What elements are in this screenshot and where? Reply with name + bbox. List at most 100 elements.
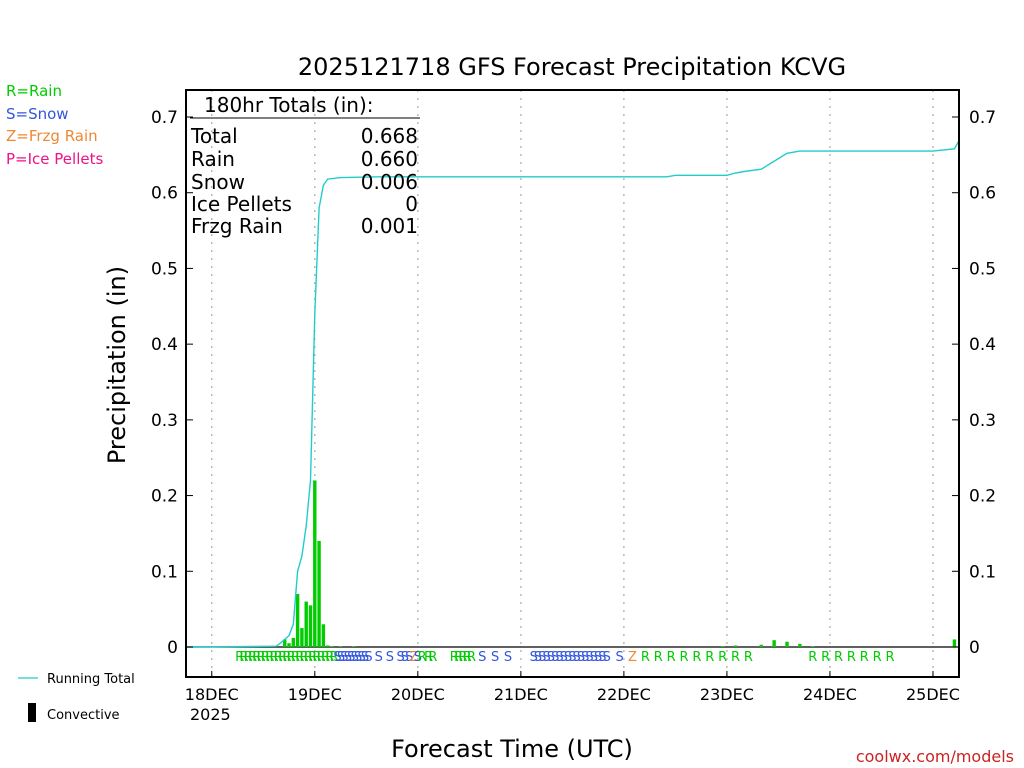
totals-label-snow: Snow bbox=[191, 170, 245, 194]
type-marker-z: Z bbox=[628, 650, 637, 665]
precip-bar bbox=[330, 646, 334, 647]
type-marker-r: R bbox=[304, 650, 313, 665]
type-marker-s: S bbox=[590, 650, 598, 665]
type-marker-r: R bbox=[321, 650, 330, 665]
x-tick-label-24dec: 24DEC bbox=[803, 685, 857, 704]
precip-type-legend: R=Rain S=Snow Z=Frzg Rain P=Ice Pellets bbox=[6, 82, 103, 168]
totals-header: 180hr Totals (in): bbox=[204, 93, 374, 117]
type-marker-s: S bbox=[504, 650, 512, 665]
precip-bar bbox=[338, 646, 343, 647]
type-marker-r: R bbox=[282, 650, 291, 665]
type-marker-s: S bbox=[337, 650, 345, 665]
type-marker-s: S bbox=[386, 650, 394, 665]
type-marker-r: R bbox=[269, 650, 278, 665]
type-marker-z: Z bbox=[409, 650, 418, 665]
year-label: 2025 bbox=[190, 705, 231, 724]
type-marker-r: R bbox=[847, 650, 856, 665]
type-marker-s: S bbox=[530, 650, 538, 665]
type-marker-r: R bbox=[424, 650, 433, 665]
type-marker-r: R bbox=[860, 650, 869, 665]
precip-bar bbox=[308, 605, 313, 647]
precip-bar bbox=[733, 645, 738, 647]
type-marker-r: R bbox=[274, 650, 283, 665]
legend-running-total: Running Total bbox=[47, 672, 135, 687]
type-marker-s: S bbox=[414, 650, 422, 665]
y-tick-label-left-0.5: 0.5 bbox=[151, 259, 178, 279]
type-marker-r: R bbox=[467, 650, 476, 665]
type-marker-s: S bbox=[354, 650, 362, 665]
type-marker-s: S bbox=[573, 650, 581, 665]
totals-label-total: Total bbox=[190, 124, 238, 148]
type-marker-s: S bbox=[478, 650, 486, 665]
type-marker-r: R bbox=[458, 650, 467, 665]
type-marker-r: R bbox=[454, 650, 463, 665]
type-marker-s: S bbox=[397, 650, 405, 665]
x-tick-label-20dec: 20DEC bbox=[391, 685, 445, 704]
y-tick-label-right-0.1: 0.1 bbox=[969, 562, 996, 582]
precip-bar bbox=[351, 646, 356, 647]
precip-bar bbox=[759, 644, 763, 647]
type-marker-s: S bbox=[534, 650, 542, 665]
type-marker-s: S bbox=[560, 650, 568, 665]
type-marker-s: S bbox=[357, 650, 365, 665]
y-tick-label-left-0.1: 0.1 bbox=[151, 562, 178, 582]
y-tick-label-right-0.2: 0.2 bbox=[969, 487, 996, 507]
precip-bar bbox=[798, 643, 802, 647]
type-marker-s: S bbox=[333, 650, 341, 665]
type-marker-s: S bbox=[542, 650, 550, 665]
precip-bar bbox=[304, 601, 308, 647]
type-marker-r: R bbox=[808, 650, 817, 665]
type-marker-r: R bbox=[679, 650, 688, 665]
axis-ticks: 18DEC 19DEC 20DEC 21DEC 22DEC 23DEC 24DEC 25DEC… bbox=[151, 108, 996, 704]
x-tick-label-21dec: 21DEC bbox=[494, 685, 548, 704]
type-marker-r: R bbox=[278, 650, 287, 665]
x-tick-label-18dec: 18DEC bbox=[185, 685, 239, 704]
type-marker-s: S bbox=[585, 650, 593, 665]
y-tick-label-right-0.6: 0.6 bbox=[969, 184, 996, 204]
type-marker-s: S bbox=[581, 650, 589, 665]
precip-bar bbox=[291, 637, 296, 647]
totals-value-frzg-rain: 0.001 bbox=[361, 214, 418, 238]
precip-bar bbox=[287, 643, 291, 647]
type-marker-r: R bbox=[248, 650, 257, 665]
running-total-path bbox=[185, 140, 960, 648]
y-tick-label-left-0.3: 0.3 bbox=[151, 411, 178, 431]
y-tick-label-right-0.4: 0.4 bbox=[969, 335, 996, 355]
y-tick-label-left-0: 0 bbox=[167, 638, 178, 658]
totals-label-frzg-rain: Frzg Rain bbox=[191, 214, 283, 238]
type-marker-r: R bbox=[239, 650, 248, 665]
chart-title: 2025121718 GFS Forecast Precipitation KC… bbox=[298, 53, 846, 81]
precip-bars bbox=[283, 480, 957, 647]
type-marker-r: R bbox=[463, 650, 472, 665]
type-marker-s: S bbox=[361, 650, 369, 665]
y-tick-label-left-0.6: 0.6 bbox=[151, 184, 178, 204]
precip-bar bbox=[300, 628, 304, 647]
y-tick-label-right-0.5: 0.5 bbox=[969, 259, 996, 279]
precip-bar bbox=[317, 541, 321, 647]
legend-ice-pellets: P=Ice Pellets bbox=[6, 150, 103, 168]
totals-value-ice-pellets: 0 bbox=[405, 192, 418, 216]
type-marker-s: S bbox=[615, 650, 623, 665]
type-marker-s: S bbox=[351, 650, 359, 665]
legend-frzg-rain: Z=Frzg Rain bbox=[6, 127, 98, 145]
type-marker-s: S bbox=[344, 650, 352, 665]
type-marker-s: S bbox=[564, 650, 572, 665]
legend-convective: Convective bbox=[47, 708, 120, 723]
y-tick-label-left-0.4: 0.4 bbox=[151, 335, 178, 355]
y-tick-label-right-0.3: 0.3 bbox=[969, 411, 996, 431]
type-marker-s: S bbox=[555, 650, 563, 665]
precip-bar bbox=[295, 594, 300, 647]
x-tick-label-22dec: 22DEC bbox=[597, 685, 651, 704]
x-tick-label-23dec: 23DEC bbox=[700, 685, 754, 704]
plot-frame bbox=[185, 89, 960, 678]
type-marker-r: R bbox=[834, 650, 843, 665]
totals-value-rain: 0.660 bbox=[361, 147, 418, 171]
type-marker-s: S bbox=[364, 650, 372, 665]
grid-lines bbox=[186, 90, 959, 677]
convective-swatch bbox=[28, 703, 36, 722]
type-marker-s: S bbox=[568, 650, 576, 665]
type-marker-r: R bbox=[428, 650, 437, 665]
type-marker-r: R bbox=[235, 650, 244, 665]
